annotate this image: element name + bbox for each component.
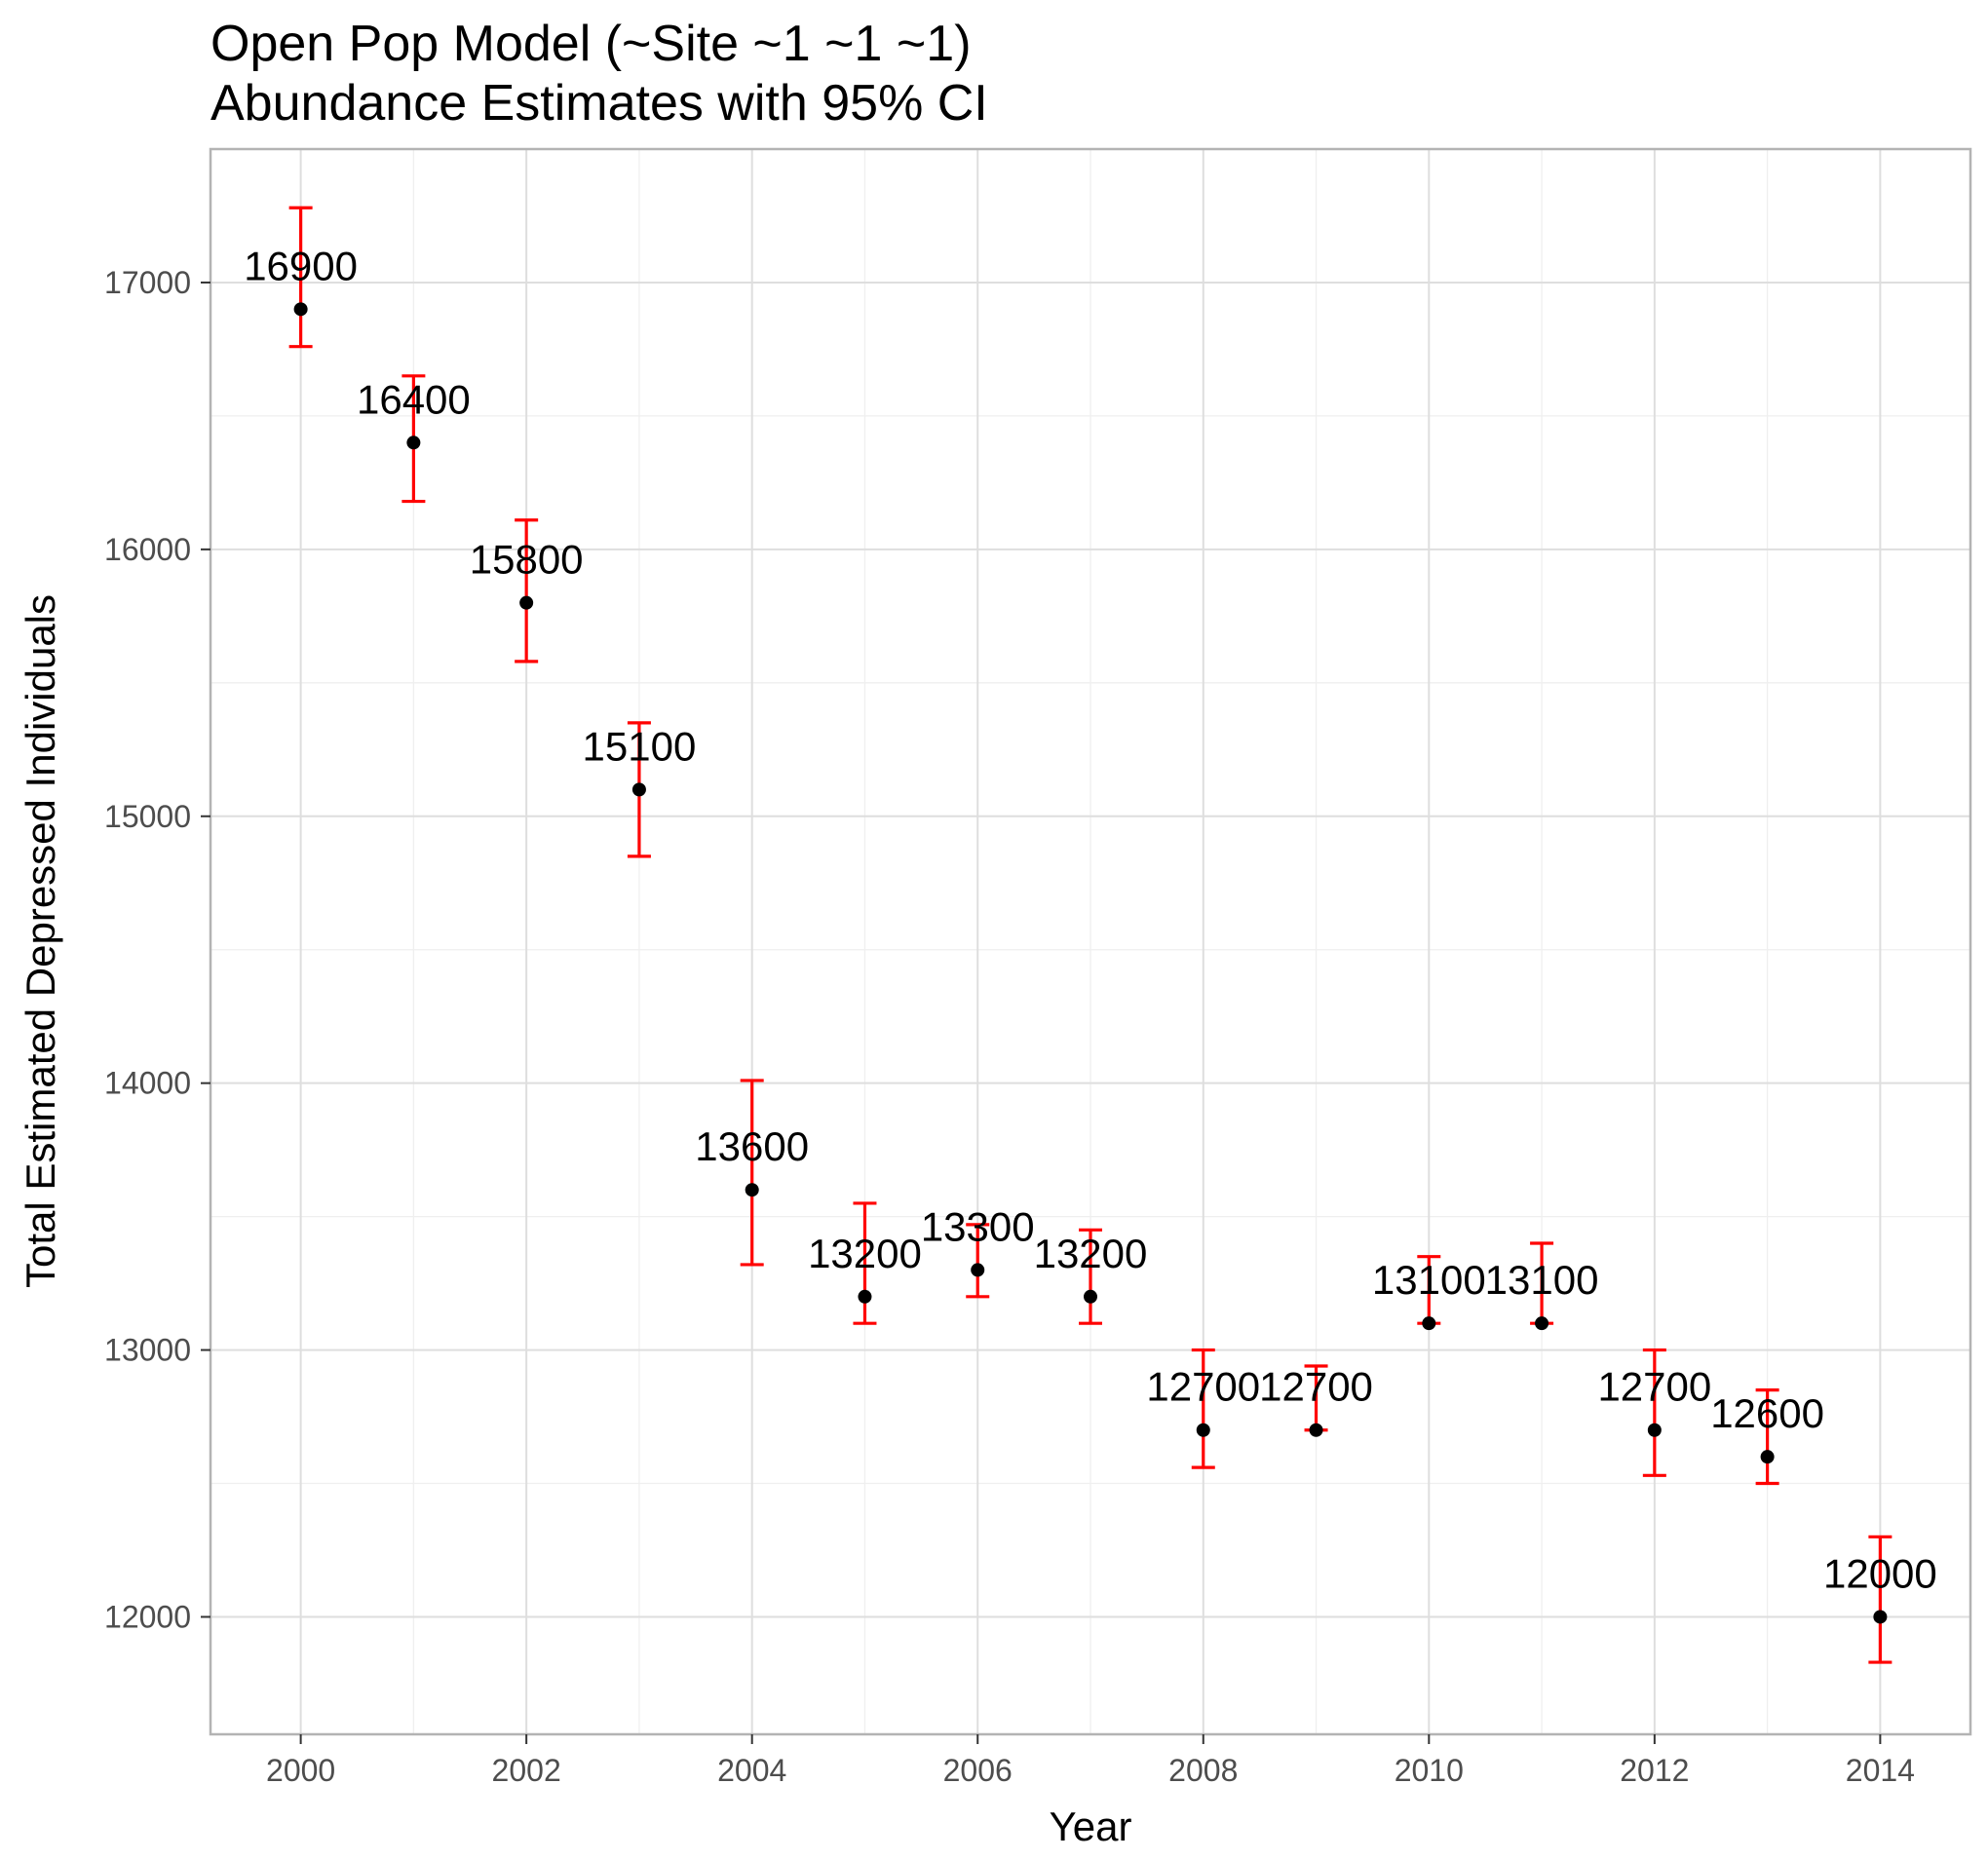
data-point	[293, 302, 308, 317]
data-point	[858, 1289, 872, 1304]
data-point	[519, 595, 534, 610]
data-point	[1084, 1289, 1097, 1304]
x-tick-label: 2000	[266, 1753, 335, 1788]
panel-border	[209, 147, 1972, 1736]
data-point	[1422, 1316, 1436, 1331]
y-tick-label: 14000	[104, 1066, 191, 1101]
data-point	[1760, 1450, 1775, 1464]
data-label: 13100	[1485, 1257, 1599, 1303]
x-tick-label: 2002	[492, 1753, 561, 1788]
data-point	[971, 1263, 985, 1277]
data-point	[1196, 1423, 1210, 1437]
x-axis-title: Year	[1050, 1803, 1132, 1849]
data-label: 13100	[1372, 1257, 1486, 1303]
x-tick-label: 2014	[1846, 1753, 1915, 1788]
data-point	[1647, 1423, 1662, 1437]
data-point	[1309, 1423, 1323, 1437]
x-tick-label: 2012	[1620, 1753, 1689, 1788]
data-label: 13600	[695, 1123, 809, 1169]
y-axis-title: Total Estimated Depressed Individuals	[18, 594, 63, 1288]
data-label: 16900	[244, 243, 358, 288]
data-point	[406, 436, 421, 450]
x-tick-label: 2004	[717, 1753, 786, 1788]
data-label: 15100	[583, 723, 697, 769]
x-axis: 2000 2002 2004 2006 2008 2010 2012 2014	[266, 1734, 1915, 1788]
y-tick-label: 15000	[104, 799, 191, 834]
data-label: 15800	[470, 537, 584, 583]
data-label-layer: 16900 16400 15800 15100 13600 132001330013200…	[244, 243, 1937, 1596]
point-layer	[293, 302, 1888, 1624]
data-point	[631, 782, 646, 797]
data-label: 13300	[921, 1203, 1035, 1249]
data-point	[1535, 1316, 1549, 1331]
grid-minor	[210, 149, 1970, 1734]
data-label: 12700	[1597, 1364, 1711, 1410]
data-label: 16400	[357, 376, 471, 422]
data-label: 12600	[1710, 1390, 1824, 1436]
chart-title: Open Pop Model (~Site ~1 ~1 ~1)	[210, 16, 972, 72]
data-label: 13200	[1034, 1231, 1148, 1276]
x-tick-label: 2006	[943, 1753, 1013, 1788]
y-tick-label: 12000	[104, 1599, 191, 1634]
y-tick-label: 17000	[104, 265, 191, 300]
data-label: 12700	[1146, 1364, 1260, 1410]
data-label: 12700	[1259, 1364, 1373, 1410]
y-axis: 12000 13000 14000 15000 16000 17000	[104, 265, 210, 1634]
x-tick-label: 2008	[1168, 1753, 1238, 1788]
y-tick-label: 13000	[104, 1333, 191, 1368]
y-tick-label: 16000	[104, 532, 191, 567]
x-tick-label: 2010	[1395, 1753, 1464, 1788]
data-label: 13200	[808, 1231, 922, 1276]
data-point	[745, 1183, 759, 1197]
data-label: 12000	[1823, 1550, 1937, 1596]
chart-subtitle: Abundance Estimates with 95% CI	[210, 75, 988, 132]
data-point	[1873, 1610, 1888, 1624]
